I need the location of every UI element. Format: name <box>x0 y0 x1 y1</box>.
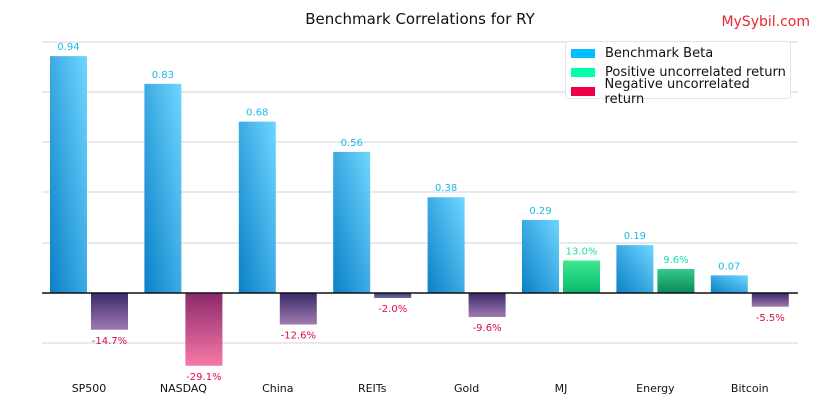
data-labels: 0.94 -14.7% 0.83 -29.1% 0.68 -12.6% 0.56 -2.0% 0… <box>57 42 784 383</box>
legend-item-negative: Negative uncorrelated return <box>566 77 790 107</box>
return-label: 9.6% <box>663 255 688 266</box>
legend-swatch-beta <box>571 49 595 58</box>
beta-bar <box>50 56 87 294</box>
return-label: -9.6% <box>473 323 502 334</box>
x-tick-label: REITs <box>358 382 387 395</box>
return-label: 13.0% <box>566 247 598 258</box>
positive-return-bar <box>657 269 695 293</box>
legend-label: Negative uncorrelated return <box>604 76 750 107</box>
negative-return-bar <box>185 293 223 366</box>
beta-label: 0.29 <box>529 206 551 217</box>
beta-label: 0.83 <box>152 70 174 81</box>
x-tick-label: Gold <box>454 382 479 395</box>
legend: Benchmark Beta Positive uncorrelated ret… <box>565 41 791 107</box>
beta-bar <box>238 121 276 293</box>
beta-label: 0.07 <box>718 261 740 272</box>
negative-return-bar <box>279 293 317 325</box>
beta-bar <box>710 275 748 293</box>
beta-label: 0.94 <box>57 42 79 53</box>
legend-swatch-negative <box>571 87 595 96</box>
negative-return-bar <box>91 293 128 330</box>
chart-title: Benchmark Correlations for RY <box>305 10 535 28</box>
legend-label: Benchmark Beta <box>605 46 714 61</box>
x-tick-label: SP500 <box>72 382 107 395</box>
beta-label: 0.38 <box>435 183 457 194</box>
beta-bar <box>427 197 465 293</box>
negative-return-bar <box>468 293 506 317</box>
x-tick-label: Energy <box>636 382 675 395</box>
beta-bar <box>522 219 559 293</box>
return-label: -29.1% <box>186 372 221 383</box>
x-tick-label: Bitcoin <box>731 382 769 395</box>
positive-return-bar <box>563 260 600 293</box>
return-label: -12.6% <box>281 331 316 342</box>
x-tick-labels: SP500 NASDAQ China REITs Gold MJ Energy Bitcoin <box>72 382 769 395</box>
beta-bar <box>333 151 371 293</box>
x-tick-label: MJ <box>555 382 568 395</box>
legend-item-positive: Positive uncorrelated return <box>566 63 790 82</box>
return-label: -2.0% <box>378 304 407 315</box>
x-tick-label: China <box>262 382 293 395</box>
return-label: -5.5% <box>756 313 785 324</box>
legend-label: Positive uncorrelated return <box>605 65 786 80</box>
beta-label: 0.56 <box>341 138 363 149</box>
legend-swatch-positive <box>571 68 595 77</box>
negative-return-bar <box>751 293 789 307</box>
beta-label: 0.19 <box>624 231 646 242</box>
bars <box>42 56 798 366</box>
return-label: -14.7% <box>92 336 127 347</box>
negative-return-bar <box>374 293 412 298</box>
beta-bar <box>144 83 182 293</box>
brand-link[interactable]: MySybil.com <box>721 14 810 30</box>
beta-bar <box>616 245 654 293</box>
x-tick-label: NASDAQ <box>160 382 207 395</box>
legend-item-beta: Benchmark Beta <box>566 44 790 63</box>
beta-label: 0.68 <box>246 108 268 119</box>
